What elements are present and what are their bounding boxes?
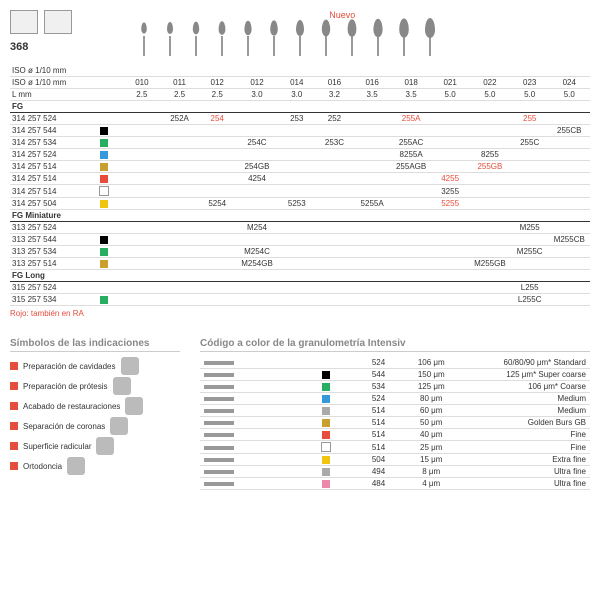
grain-row: 51460 μmMedium — [200, 405, 590, 417]
header: 368 Nuevo — [10, 10, 590, 60]
grain-row: 51450 μmGolden Burs GB — [200, 417, 590, 429]
handpiece-icon — [44, 10, 72, 34]
symbol-row: Preparación de prótesis — [10, 377, 180, 395]
symbol-row: Separación de coronas — [10, 417, 180, 435]
symbol-row: Acabado de restauraciones — [10, 397, 180, 415]
model-number: 368 — [10, 41, 75, 53]
bur-images-row — [135, 20, 590, 60]
main-table: ISO ø 1/10 mm010011012012014016016018021… — [10, 77, 590, 306]
tooth-icon — [10, 10, 38, 34]
spec-table: ISO ø 1/10 mm — [10, 65, 590, 77]
grain-title: Código a color de la granulometría Inten… — [200, 338, 590, 352]
grain-row: 51425 μmFine — [200, 441, 590, 454]
indication-icon — [121, 357, 139, 375]
grain-row: 534125 μm106 μm* Coarse — [200, 381, 590, 393]
grain-row: 52480 μmMedium — [200, 393, 590, 405]
indication-icon — [67, 457, 85, 475]
indication-icon — [113, 377, 131, 395]
grain-table: 524106 μm60/80/90 μm* Standard544150 μm1… — [200, 357, 590, 490]
grain-row: 51440 μmFine — [200, 429, 590, 441]
grain-row: 524106 μm60/80/90 μm* Standard — [200, 357, 590, 369]
grain-row: 4948 μmUltra fine — [200, 466, 590, 478]
grain-row: 544150 μm125 μm* Super coarse — [200, 369, 590, 381]
indication-icon — [96, 437, 114, 455]
grain-row: 50415 μmExtra fine — [200, 454, 590, 466]
symbol-row: Ortodoncia — [10, 457, 180, 475]
footnote: Rojo: también en RA — [10, 309, 590, 318]
symbol-row: Preparación de cavidades — [10, 357, 180, 375]
iso-label: ISO ø 1/10 mm — [10, 65, 397, 77]
legends: Símbolos de las indicaciones Preparación… — [10, 333, 590, 490]
indication-icon — [110, 417, 128, 435]
symbol-row: Superficie radicular — [10, 437, 180, 455]
indication-icon — [125, 397, 143, 415]
grain-row: 4844 μmUltra fine — [200, 478, 590, 490]
symbols-title: Símbolos de las indicaciones — [10, 338, 180, 352]
